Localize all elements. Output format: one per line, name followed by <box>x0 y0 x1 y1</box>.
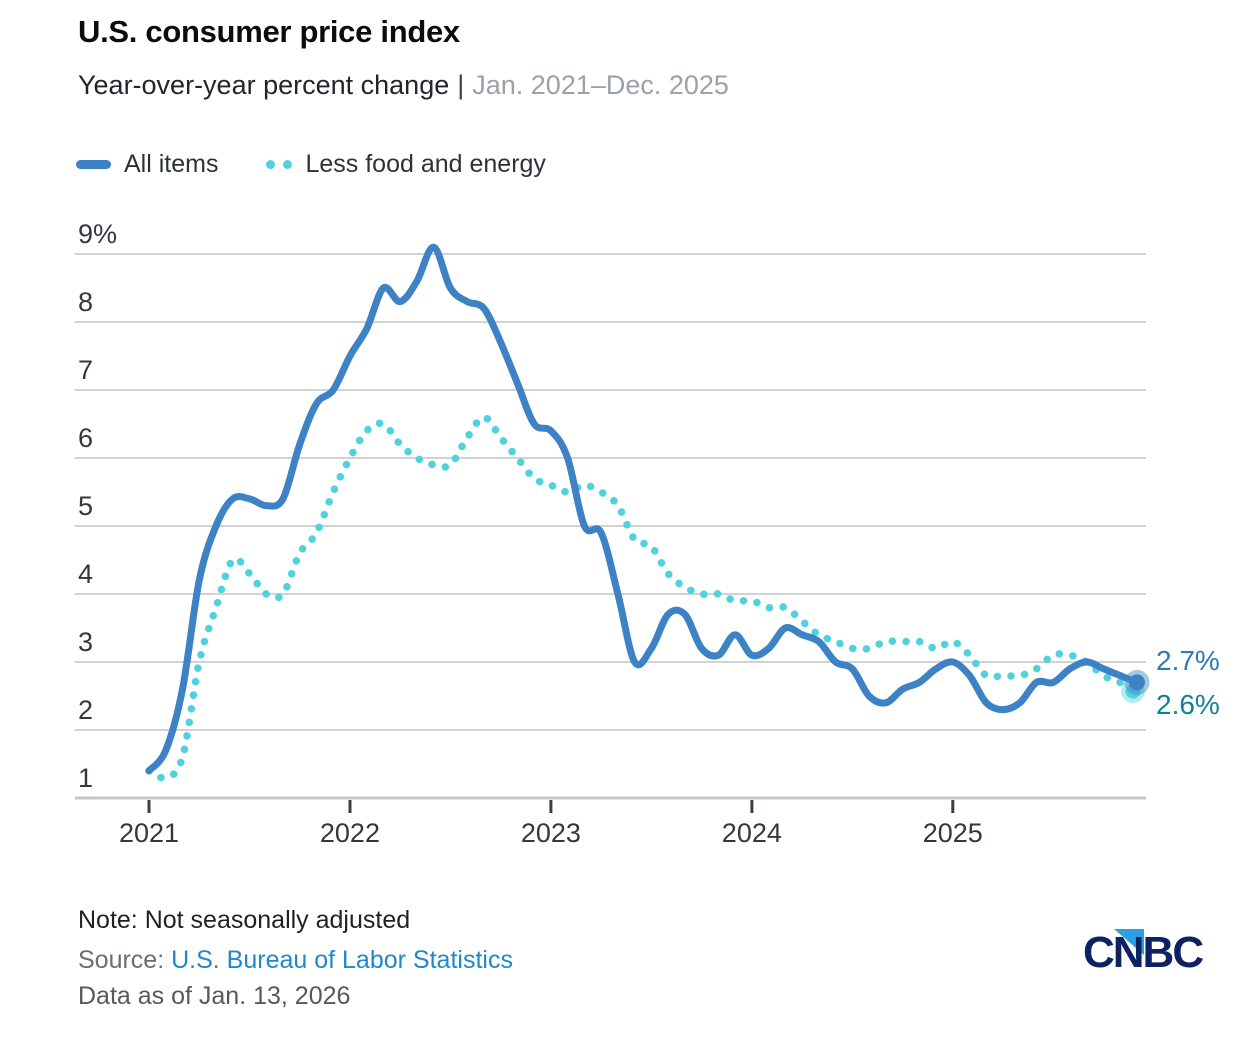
subtitle-separator: | <box>457 70 465 100</box>
legend-label-less-food-energy: Less food and energy <box>305 150 546 178</box>
source-label: Source: <box>78 946 172 974</box>
x-axis-label: 2023 <box>520 818 581 848</box>
y-axis-label: 4 <box>78 559 94 589</box>
source-link[interactable]: U.S. Bureau of Labor Statistics <box>171 946 513 974</box>
y-axis-label: 7 <box>78 355 94 385</box>
y-axis-label: 1 <box>78 763 94 793</box>
x-axis-label: 2025 <box>922 818 983 848</box>
all-items-end-value: 2.7% <box>1156 645 1220 676</box>
y-axis-label: 3 <box>78 627 94 657</box>
chart-legend: All items Less food and energy <box>76 150 546 179</box>
x-axis-label: 2021 <box>118 818 180 848</box>
less-food-energy-dots-swatch <box>266 160 293 169</box>
subtitle-date-range: Jan. 2021–Dec. 2025 <box>472 70 729 100</box>
legend-item-less-food-energy: Less food and energy <box>266 150 546 179</box>
y-axis-label: 6 <box>78 423 94 453</box>
legend-label-all-items: All items <box>124 150 219 178</box>
page-title: U.S. consumer price index <box>78 14 460 49</box>
x-axis-label: 2022 <box>319 818 380 848</box>
all-items-line-swatch <box>76 160 111 169</box>
cnbc-logo: CNBC <box>1083 929 1233 979</box>
chart-subtitle: Year-over-year percent change | Jan. 2021–… <box>78 70 729 101</box>
all-items-end-marker <box>1129 674 1146 691</box>
all-items-line <box>145 243 1141 775</box>
less-food-energy-end-value: 2.6% <box>1156 689 1220 720</box>
y-axis-label: 5 <box>78 491 94 521</box>
data-as-of: Data as of Jan. 13, 2026 <box>78 982 351 1010</box>
legend-item-all-items: All items <box>76 150 218 179</box>
chart-source: Source: U.S. Bureau of Labor Statistics <box>78 946 513 975</box>
y-axis-label: 8 <box>78 287 94 317</box>
subtitle-main: Year-over-year percent change <box>78 70 450 100</box>
y-axis-label: 9% <box>78 219 118 249</box>
y-axis-label: 2 <box>78 695 94 725</box>
cnbc-logo-text: CNBC <box>1083 928 1204 977</box>
chart-note: Note: Not seasonally adjusted <box>78 906 411 934</box>
less-food-energy-line <box>145 413 1141 782</box>
x-axis-label: 2024 <box>721 818 782 848</box>
